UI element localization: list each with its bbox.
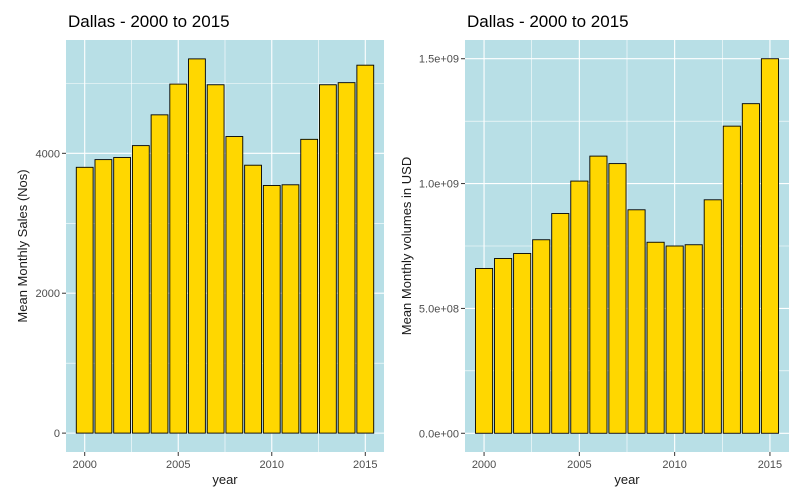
volumes-x-tick-label: 2005	[567, 459, 591, 471]
sales-x-tick-label: 2005	[166, 459, 190, 471]
volumes-bar-2002	[513, 253, 532, 434]
volumes-bar-2001	[494, 258, 513, 434]
sales-bar-2002	[113, 157, 131, 434]
volumes-y-tick-label: 1.0e+09	[419, 179, 459, 191]
volumes-y-tick-label: 5.0e+08	[419, 303, 459, 315]
volumes-bar-2011	[684, 244, 703, 434]
volumes-x-tick-label: 2010	[662, 459, 686, 471]
sales-bar-2014	[337, 82, 356, 434]
sales-x-tick-label: 2010	[260, 459, 284, 471]
sales-x-tick-label: 2000	[72, 459, 96, 471]
volumes-y-ticks: 0.0e+00 5.0e+08 1.0e+09 1.5e+09	[419, 54, 465, 440]
volumes-bar-2007	[608, 163, 627, 434]
volumes-y-tick-label: 1.5e+09	[419, 54, 459, 66]
volumes-chart: Dallas - 2000 to 2015 2000 2005 2010 2015 0…	[400, 12, 789, 487]
volumes-bar-2012	[703, 199, 722, 434]
sales-chart: Dallas - 2000 to 2015 2000 2005 2010 2015 0…	[15, 12, 384, 487]
volumes-bar-2006	[589, 155, 608, 434]
volumes-y-axis-label: Mean Monthly volumes in USD	[400, 157, 414, 335]
sales-bar-2004	[150, 114, 169, 434]
volumes-bar-2005	[570, 180, 589, 434]
volumes-bar-2013	[722, 125, 741, 434]
sales-bar-2007	[206, 84, 225, 434]
sales-bar-2012	[300, 138, 319, 434]
sales-bar-2009	[244, 164, 262, 434]
sales-y-tick-label: 4000	[36, 148, 60, 160]
sales-bar-2001	[94, 159, 113, 434]
volumes-x-tick-label: 2000	[472, 459, 496, 471]
volumes-bar-2008	[627, 209, 646, 434]
volumes-bar-2009	[646, 241, 665, 434]
volumes-bar-2015	[760, 58, 779, 434]
sales-x-axis-label: year	[212, 472, 238, 487]
volumes-y-tick-label: 0.0e+00	[419, 428, 459, 440]
sales-bar-2006	[188, 58, 206, 434]
sales-y-axis-label: Mean Monthly Sales (Nos)	[15, 169, 30, 322]
volumes-bar-2014	[741, 103, 760, 434]
sales-y-tick-label: 0	[54, 428, 60, 440]
sales-y-tick-label: 2000	[36, 288, 60, 300]
volumes-bar-2003	[532, 239, 551, 434]
volumes-x-ticks: 2000 2005 2010 2015	[472, 452, 782, 471]
volumes-x-axis-label: year	[614, 472, 640, 487]
sales-bar-2015	[356, 64, 375, 434]
sales-x-ticks: 2000 2005 2010 2015	[72, 452, 378, 471]
sales-x-tick-label: 2015	[353, 459, 377, 471]
sales-bar-2010	[262, 185, 281, 434]
sales-bar-2013	[319, 84, 337, 434]
volumes-x-tick-label: 2015	[758, 459, 782, 471]
volumes-bar-2004	[551, 213, 570, 434]
sales-bars	[75, 58, 375, 434]
volumes-bars	[475, 58, 779, 434]
sales-bar-2011	[281, 184, 300, 434]
sales-bar-2005	[169, 83, 188, 434]
sales-bar-2000	[75, 166, 94, 434]
sales-bar-2003	[131, 145, 150, 434]
sales-chart-title: Dallas - 2000 to 2015	[68, 12, 230, 31]
volumes-bar-2010	[665, 245, 684, 434]
volumes-chart-title: Dallas - 2000 to 2015	[467, 12, 629, 31]
sales-bar-2008	[225, 136, 244, 434]
sales-y-ticks: 0 2000 4000	[36, 148, 66, 440]
volumes-bar-2000	[475, 268, 494, 434]
